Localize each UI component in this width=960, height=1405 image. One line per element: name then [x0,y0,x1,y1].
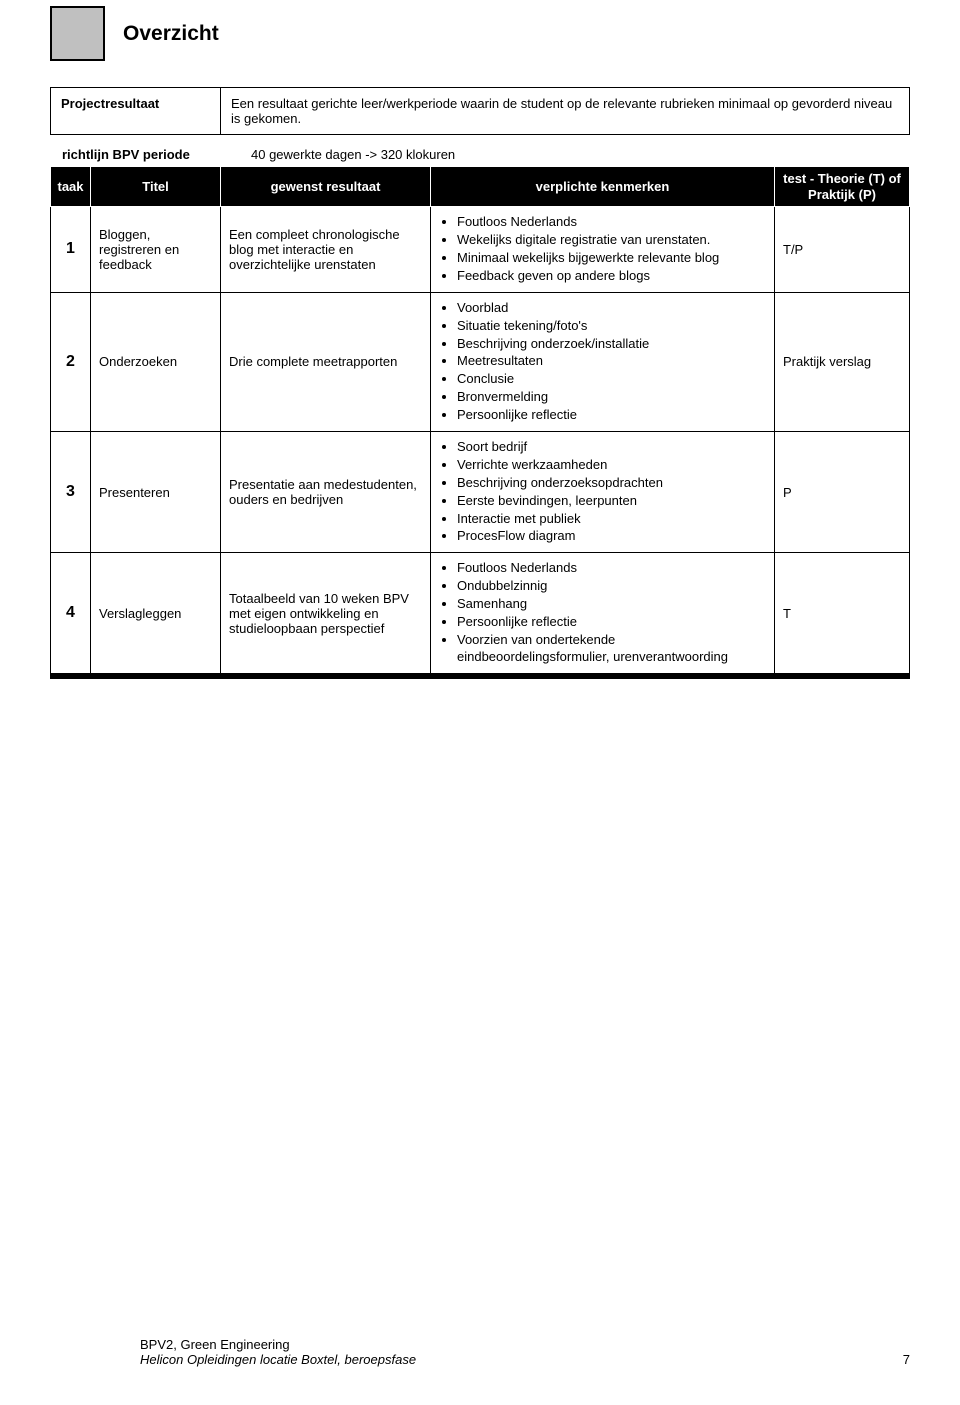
page: Overzicht Projectresultaat Een resultaat… [0,0,960,1405]
cell-titel: Onderzoeken [91,292,221,431]
projectresultaat-text: Een resultaat gerichte leer/werkperiode … [221,88,910,135]
kenmerken-list: Foutloos NederlandsOndubbelzinnigSamenha… [439,560,766,665]
richtlijn-row: richtlijn BPV periode 40 gewerkte dagen … [50,147,910,162]
kenmerken-item: Eerste bevindingen, leerpunten [457,493,766,510]
cell-test: Praktijk verslag [775,292,910,431]
cell-titel: Verslagleggen [91,553,221,676]
cell-num: 4 [51,553,91,676]
footer-page-number: 7 [903,1352,910,1367]
cell-kenmerken: Soort bedrijfVerrichte werkzaamhedenBesc… [431,431,775,552]
kenmerken-item: Samenhang [457,596,766,613]
kenmerken-item: Voorblad [457,300,766,317]
kenmerken-list: Foutloos NederlandsWekelijks digitale re… [439,214,766,285]
main-table: taak Titel gewenst resultaat verplichte … [50,166,910,679]
table-row: 4VerslagleggenTotaalbeeld van 10 weken B… [51,553,910,676]
footer-left: BPV2, Green Engineering Helicon Opleidin… [140,1337,416,1367]
cell-gewenst: Een compleet chronologische blog met int… [221,207,431,293]
cell-kenmerken: VoorbladSituatie tekening/foto'sBeschrij… [431,292,775,431]
kenmerken-item: Beschrijving onderzoek/installatie [457,336,766,353]
kenmerken-item: Minimaal wekelijks bijgewerkte relevante… [457,250,766,267]
footer-line1: BPV2, Green Engineering [140,1337,416,1352]
cell-titel: Presenteren [91,431,221,552]
cell-gewenst: Totaalbeeld van 10 weken BPV met eigen o… [221,553,431,676]
projectresultaat-label: Projectresultaat [51,88,221,135]
richtlijn-label: richtlijn BPV periode [50,147,245,162]
table-row: 2OnderzoekenDrie complete meetrapportenV… [51,292,910,431]
footer: BPV2, Green Engineering Helicon Opleidin… [140,1337,910,1367]
kenmerken-item: Persoonlijke reflectie [457,614,766,631]
th-taak: taak [51,167,91,207]
header-icon [50,6,105,61]
kenmerken-item: Situatie tekening/foto's [457,318,766,335]
kenmerken-item: Interactie met publiek [457,511,766,528]
cell-kenmerken: Foutloos NederlandsOndubbelzinnigSamenha… [431,553,775,676]
kenmerken-item: Beschrijving onderzoeksopdrachten [457,475,766,492]
kenmerken-item: Bronvermelding [457,389,766,406]
cell-num: 1 [51,207,91,293]
page-title: Overzicht [123,22,219,46]
kenmerken-list: Soort bedrijfVerrichte werkzaamhedenBesc… [439,439,766,545]
cell-test: T/P [775,207,910,293]
table-row: 1Bloggen, registreren en feedbackEen com… [51,207,910,293]
cell-test: P [775,431,910,552]
kenmerken-item: Wekelijks digitale registratie van urens… [457,232,766,249]
table-header-row: taak Titel gewenst resultaat verplichte … [51,167,910,207]
th-test: test - Theorie (T) of Praktijk (P) [775,167,910,207]
projectresultaat-box: Projectresultaat Een resultaat gerichte … [50,87,910,135]
richtlijn-value: 40 gewerkte dagen -> 320 klokuren [245,147,910,162]
kenmerken-list: VoorbladSituatie tekening/foto'sBeschrij… [439,300,766,424]
th-gewenst: gewenst resultaat [221,167,431,207]
table-row: 3PresenterenPresentatie aan medestudente… [51,431,910,552]
kenmerken-item: ProcesFlow diagram [457,528,766,545]
cell-gewenst: Drie complete meetrapporten [221,292,431,431]
cell-num: 2 [51,292,91,431]
th-titel: Titel [91,167,221,207]
cell-gewenst: Presentatie aan medestudenten, ouders en… [221,431,431,552]
kenmerken-item: Ondubbelzinnig [457,578,766,595]
table-body: 1Bloggen, registreren en feedbackEen com… [51,207,910,676]
kenmerken-item: Verrichte werkzaamheden [457,457,766,474]
cell-kenmerken: Foutloos NederlandsWekelijks digitale re… [431,207,775,293]
kenmerken-item: Voorzien van ondertekende eindbeoordelin… [457,632,766,666]
kenmerken-item: Foutloos Nederlands [457,560,766,577]
cell-num: 3 [51,431,91,552]
kenmerken-item: Meetresultaten [457,353,766,370]
kenmerken-item: Foutloos Nederlands [457,214,766,231]
kenmerken-item: Soort bedrijf [457,439,766,456]
kenmerken-item: Feedback geven op andere blogs [457,268,766,285]
cell-test: T [775,553,910,676]
cell-titel: Bloggen, registreren en feedback [91,207,221,293]
footer-line2: Helicon Opleidingen locatie Boxtel, bero… [140,1352,416,1367]
th-verplichte: verplichte kenmerken [431,167,775,207]
kenmerken-item: Persoonlijke reflectie [457,407,766,424]
kenmerken-item: Conclusie [457,371,766,388]
header: Overzicht [50,0,910,61]
